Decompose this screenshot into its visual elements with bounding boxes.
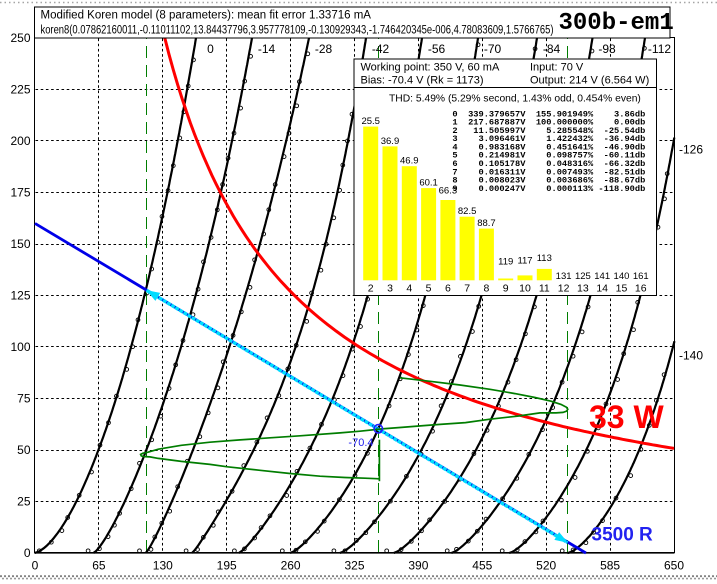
svg-text:300b-em1: 300b-em1: [559, 10, 674, 37]
svg-text:125: 125: [575, 271, 591, 282]
svg-text:11: 11: [539, 283, 550, 295]
svg-text:50: 50: [17, 443, 31, 457]
svg-text:100: 100: [10, 340, 30, 354]
svg-text:0: 0: [32, 559, 39, 573]
svg-text:4 0.983168V 0.451641% -: 4 0.983168V 0.451641% -46.90db: [442, 142, 645, 152]
svg-text:15: 15: [616, 283, 628, 295]
svg-text:117: 117: [517, 256, 532, 267]
svg-text:88.7: 88.7: [477, 218, 496, 229]
svg-text:16: 16: [635, 283, 647, 295]
svg-text:82.5: 82.5: [458, 206, 477, 217]
svg-text:Bias: -70.4 V (Rk = 1173): Bias: -70.4 V (Rk = 1173): [361, 75, 484, 87]
svg-text:4: 4: [406, 283, 412, 295]
svg-text:455: 455: [472, 559, 492, 573]
svg-text:-56: -56: [428, 42, 446, 56]
svg-text:6 0.105178V 0.048316% -: 6 0.105178V 0.048316% -66.32db: [442, 159, 645, 169]
svg-text:7 0.016311V 0.007493% -: 7 0.016311V 0.007493% -82.51db: [442, 167, 645, 177]
svg-text:5 0.214981V 0.098757% -: 5 0.214981V 0.098757% -60.11db: [442, 151, 645, 161]
svg-text:-98: -98: [598, 42, 616, 56]
svg-text:75: 75: [17, 392, 31, 406]
svg-text:5: 5: [426, 283, 432, 295]
svg-text:325: 325: [344, 559, 364, 573]
svg-text:585: 585: [600, 559, 620, 573]
svg-text:33 W: 33 W: [589, 399, 664, 435]
svg-text:650: 650: [664, 559, 684, 573]
svg-text:2 11.505997V 5.285548% -: 2 11.505997V 5.285548% -25.54db: [442, 126, 645, 136]
svg-text:-42: -42: [372, 42, 390, 56]
svg-text:10: 10: [519, 283, 531, 295]
svg-text:113: 113: [537, 253, 552, 264]
svg-text:-84: -84: [543, 42, 561, 56]
svg-text:65: 65: [92, 559, 106, 573]
svg-text:66.3: 66.3: [439, 186, 458, 197]
svg-text:119: 119: [498, 257, 513, 268]
svg-text:-140: -140: [679, 349, 703, 363]
svg-text:161: 161: [633, 271, 649, 282]
svg-text:-14: -14: [258, 42, 276, 56]
svg-text:25: 25: [17, 495, 31, 509]
svg-text:7: 7: [464, 283, 470, 295]
svg-text:1 217.687887V 100.000000%: 1 217.687887V 100.000000% 0.00db: [442, 118, 645, 128]
svg-text:12: 12: [558, 283, 570, 295]
svg-text:0: 0: [24, 546, 31, 560]
svg-text:-28: -28: [315, 42, 333, 56]
svg-text:8: 8: [484, 283, 490, 295]
svg-text:-126: -126: [679, 143, 703, 157]
svg-text:390: 390: [408, 559, 428, 573]
svg-text:225: 225: [10, 83, 30, 97]
svg-text:Modified Koren model (8 parame: Modified Koren model (8 parameters): mea…: [41, 10, 372, 22]
svg-text:0 339.379657V 155.901949%: 0 339.379657V 155.901949% 3.86db: [442, 109, 645, 119]
svg-text:141: 141: [594, 271, 610, 282]
svg-text:200: 200: [10, 134, 30, 148]
svg-text:125: 125: [10, 289, 30, 303]
svg-text:koren8(0.07862160011,-0.110111: koren8(0.07862160011,-0.11011102,13.8443…: [41, 25, 554, 37]
svg-text:THD: 5.49% (5.29% second, 1.43: THD: 5.49% (5.29% second, 1.43% odd, 0.4…: [389, 94, 641, 105]
svg-text:140: 140: [614, 271, 630, 282]
svg-text:60.1: 60.1: [419, 178, 438, 189]
svg-text:130: 130: [153, 559, 173, 573]
svg-text:3: 3: [387, 283, 393, 295]
svg-text:Input: 70 V: Input: 70 V: [530, 62, 584, 74]
svg-text:13: 13: [577, 283, 589, 295]
svg-text:250: 250: [10, 31, 30, 45]
svg-text:9: 9: [503, 283, 509, 295]
svg-text:2: 2: [368, 283, 374, 295]
svg-text:Output: 214 V (6.564 W): Output: 214 V (6.564 W): [530, 75, 649, 87]
svg-text:25.5: 25.5: [361, 116, 380, 127]
svg-text:131: 131: [556, 271, 572, 282]
svg-text:6: 6: [445, 283, 451, 295]
svg-text:9 0.000247V 0.000113% -1: 9 0.000247V 0.000113% -118.90db: [442, 184, 645, 194]
svg-text:Working point: 350 V, 60 mA: Working point: 350 V, 60 mA: [361, 62, 500, 74]
svg-text:175: 175: [10, 186, 30, 200]
svg-text:-70: -70: [484, 42, 502, 56]
svg-text:46.9: 46.9: [400, 156, 419, 167]
svg-text:0: 0: [207, 42, 214, 56]
svg-text:14: 14: [596, 283, 608, 295]
svg-text:195: 195: [217, 559, 237, 573]
svg-text:36.9: 36.9: [381, 136, 400, 147]
svg-text:520: 520: [536, 559, 556, 573]
svg-text:150: 150: [10, 237, 30, 251]
svg-text:-112: -112: [648, 42, 671, 56]
svg-text:8 0.008023V 0.003686% -: 8 0.008023V 0.003686% -88.67db: [442, 176, 645, 186]
svg-text:-70.4: -70.4: [348, 437, 373, 449]
svg-text:3500 R: 3500 R: [592, 525, 654, 546]
svg-text:260: 260: [281, 559, 301, 573]
svg-text:3 3.096461V 1.422432% -: 3 3.096461V 1.422432% -36.94db: [442, 134, 645, 144]
